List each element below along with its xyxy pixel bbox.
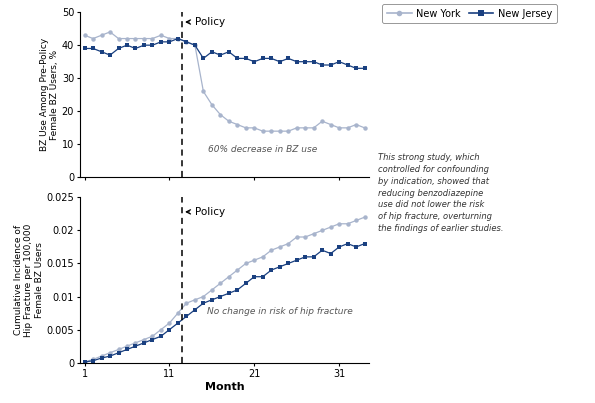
Legend: New York, New Jersey: New York, New Jersey — [383, 4, 557, 23]
Y-axis label: BZ Use Among Pre-Policy
Female BZ Users, %: BZ Use Among Pre-Policy Female BZ Users,… — [39, 38, 59, 152]
X-axis label: Month: Month — [205, 382, 245, 392]
Y-axis label: Cumulative Incidence of
Hip Fracture per 100,000
Female BZ Users: Cumulative Incidence of Hip Fracture per… — [14, 223, 43, 337]
Text: Policy: Policy — [186, 17, 225, 27]
Text: Policy: Policy — [186, 207, 225, 217]
Text: 60% decrease in BZ use: 60% decrease in BZ use — [208, 145, 317, 154]
Text: This strong study, which
controlled for confounding
by indication, showed that
r: This strong study, which controlled for … — [378, 153, 503, 233]
Text: No change in risk of hip fracture: No change in risk of hip fracture — [207, 307, 353, 316]
